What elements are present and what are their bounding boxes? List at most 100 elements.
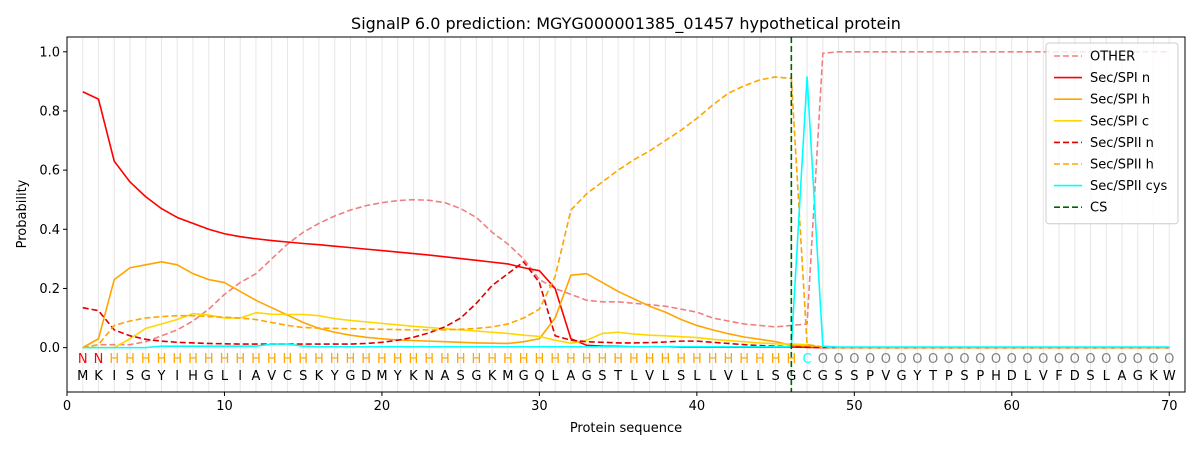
- region-label: H: [629, 352, 639, 367]
- region-label: H: [440, 352, 450, 367]
- residue-label: K: [409, 369, 418, 384]
- residue-label: K: [1149, 369, 1158, 384]
- residue-label: G: [818, 369, 828, 384]
- residue-label: P: [976, 369, 984, 384]
- region-label: H: [645, 352, 655, 367]
- residue-label: G: [786, 369, 796, 384]
- residue-label: V: [267, 369, 276, 384]
- region-label: H: [708, 352, 718, 367]
- region-label: H: [330, 352, 340, 367]
- x-tick-label: 50: [846, 399, 863, 414]
- region-label: H: [597, 352, 607, 367]
- residue-label: K: [315, 369, 324, 384]
- x-tick-label: 0: [63, 399, 71, 414]
- residue-label: V: [1039, 369, 1048, 384]
- y-tick-label: 0.8: [39, 104, 60, 119]
- region-label: H: [692, 352, 702, 367]
- residue-label: S: [850, 369, 858, 384]
- residue-label: L: [662, 369, 670, 384]
- residue-label: Y: [912, 369, 921, 384]
- region-label: O: [912, 352, 922, 367]
- region-label: O: [1101, 352, 1111, 367]
- region-label: H: [346, 352, 356, 367]
- region-label: H: [235, 352, 245, 367]
- residue-label: N: [424, 369, 434, 384]
- residue-label: T: [613, 369, 622, 384]
- region-label: O: [1007, 352, 1017, 367]
- x-axis-label: Protein sequence: [570, 421, 682, 436]
- residue-label: Y: [330, 369, 339, 384]
- residue-label: P: [866, 369, 874, 384]
- region-label: H: [125, 352, 135, 367]
- residue-label: S: [834, 369, 842, 384]
- residue-label: Y: [157, 369, 166, 384]
- residue-label: V: [645, 369, 654, 384]
- region-label: H: [487, 352, 497, 367]
- region-label: O: [865, 352, 875, 367]
- region-label: H: [377, 352, 387, 367]
- residue-label: V: [881, 369, 890, 384]
- region-label: H: [786, 352, 796, 367]
- x-tick-label: 30: [531, 399, 548, 414]
- legend: OTHER Sec/SPI n Sec/SPI h Sec/SPI c Sec/SPII…: [1045, 42, 1179, 225]
- y-tick-label: 1.0: [39, 45, 60, 60]
- legend-label: Sec/SPII h: [1090, 158, 1154, 173]
- region-label: N: [78, 352, 88, 367]
- y-tick-label: 0.6: [39, 164, 60, 179]
- legend-label: Sec/SPII n: [1090, 136, 1154, 151]
- region-label: O: [818, 352, 828, 367]
- residue-label: S: [299, 369, 307, 384]
- region-label: H: [472, 352, 482, 367]
- residue-label: S: [126, 369, 134, 384]
- axes: 0 10 20 30 40 50 60 70 0.0 0.2 0.4 0.6 0.8 1.0: [39, 45, 1177, 414]
- region-label: H: [550, 352, 560, 367]
- x-tick-label: 70: [1161, 399, 1178, 414]
- region-label: O: [1054, 352, 1064, 367]
- region-label: O: [1085, 352, 1095, 367]
- region-label: C: [803, 352, 812, 367]
- residue-label: G: [582, 369, 592, 384]
- residue-label: L: [1024, 369, 1032, 384]
- y-tick-label: 0.0: [39, 341, 60, 356]
- region-label: O: [1164, 352, 1174, 367]
- region-label: H: [566, 352, 576, 367]
- region-label: H: [204, 352, 214, 367]
- region-label: H: [771, 352, 781, 367]
- region-label: H: [613, 352, 623, 367]
- region-label: O: [944, 352, 954, 367]
- region-label: H: [361, 352, 371, 367]
- residue-label: L: [221, 369, 229, 384]
- residue-label: I: [238, 369, 242, 384]
- region-label: H: [582, 352, 592, 367]
- residue-label: S: [457, 369, 465, 384]
- residue-label: L: [693, 369, 701, 384]
- region-label: O: [1022, 352, 1032, 367]
- series-line-sec-spii-h: [82, 76, 1170, 349]
- x-tick-label: 60: [1004, 399, 1021, 414]
- region-label: H: [519, 352, 529, 367]
- region-label: O: [1117, 352, 1127, 367]
- residue-label: L: [1103, 369, 1111, 384]
- residue-label: G: [204, 369, 214, 384]
- legend-label: Sec/SPI c: [1090, 114, 1149, 129]
- region-label: O: [991, 352, 1001, 367]
- region-label: H: [755, 352, 765, 367]
- legend-label: Sec/SPII cys: [1090, 179, 1168, 194]
- residue-label: G: [471, 369, 481, 384]
- residue-label: A: [440, 369, 449, 384]
- residue-label: D: [1070, 369, 1080, 384]
- legend-label: Sec/SPI h: [1090, 93, 1150, 108]
- region-label: H: [298, 352, 308, 367]
- region-label: O: [881, 352, 891, 367]
- region-label: H: [409, 352, 419, 367]
- residue-label: H: [188, 369, 198, 384]
- residue-label: L: [709, 369, 717, 384]
- region-label: H: [220, 352, 230, 367]
- x-tick-label: 10: [216, 399, 233, 414]
- region-label: H: [456, 352, 466, 367]
- residue-label: L: [740, 369, 748, 384]
- region-label: O: [1070, 352, 1080, 367]
- residue-label: S: [598, 369, 606, 384]
- x-tick-label: 20: [374, 399, 391, 414]
